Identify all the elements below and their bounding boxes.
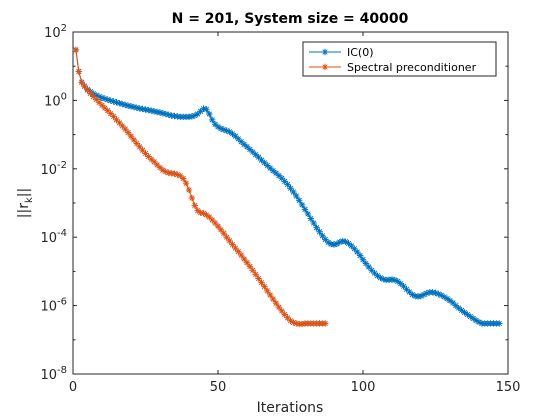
y-tick-label: 10-8 — [40, 365, 67, 383]
data-point — [76, 68, 82, 74]
data-point — [296, 197, 302, 203]
data-point — [261, 283, 267, 289]
data-point — [186, 187, 192, 193]
y-tick-label: 102 — [44, 23, 67, 41]
data-point — [253, 271, 259, 277]
legend-marker-spectral-preconditioner — [322, 64, 328, 70]
data-point — [284, 181, 290, 187]
data-point — [255, 275, 261, 281]
legend: IC(0) Spectral preconditioner — [303, 42, 496, 76]
legend-label-ic-0: IC(0) — [347, 46, 374, 59]
data-point — [276, 304, 282, 310]
legend-label-spectral-preconditioner: Spectral preconditioner — [347, 61, 477, 74]
data-point — [128, 133, 134, 139]
data-point — [311, 220, 317, 226]
data-point — [81, 83, 87, 89]
y-tick-label: 100 — [44, 91, 67, 109]
data-point — [73, 47, 79, 53]
data-point — [354, 249, 360, 255]
data-point — [192, 202, 198, 208]
data-point — [221, 230, 227, 236]
y-axis-title: ||rk|| — [16, 188, 35, 218]
x-axis-title: Iterations — [257, 400, 324, 416]
data-point — [308, 215, 314, 221]
data-point — [209, 117, 215, 123]
data-point — [270, 296, 276, 302]
data-point — [313, 224, 319, 230]
data-point — [247, 263, 253, 269]
data-point — [224, 234, 230, 240]
data-point — [267, 292, 273, 298]
x-tick-label: 150 — [496, 380, 521, 395]
data-point — [241, 256, 247, 262]
data-point — [238, 252, 244, 258]
data-point — [360, 256, 366, 262]
x-tick-label: 100 — [351, 380, 376, 395]
data-point — [273, 300, 279, 306]
data-point — [496, 320, 502, 326]
data-point — [79, 79, 85, 85]
data-point — [244, 259, 250, 265]
x-tick-label: 0 — [69, 380, 77, 395]
data-point — [250, 267, 256, 273]
data-point — [125, 129, 131, 135]
data-point — [180, 175, 186, 181]
x-tick-label: 50 — [210, 380, 227, 395]
data-point — [183, 180, 189, 186]
chart-title: N = 201, System size = 40000 — [172, 11, 409, 27]
data-point — [206, 111, 212, 117]
data-point — [264, 288, 270, 294]
data-point — [258, 279, 264, 285]
data-point — [293, 193, 299, 199]
legend-marker-ic-0 — [322, 49, 328, 55]
y-tick-label: 10-4 — [40, 228, 67, 246]
data-point — [189, 195, 195, 201]
data-point — [357, 252, 363, 258]
data-point — [290, 189, 296, 195]
y-tick-label: 10-2 — [40, 160, 67, 178]
data-point — [299, 202, 305, 208]
y-tick-label: 10-6 — [40, 297, 67, 315]
data-point — [322, 320, 328, 326]
data-point — [287, 185, 293, 191]
data-point — [203, 106, 209, 112]
data-point — [305, 211, 311, 217]
data-point — [226, 238, 232, 244]
data-point — [302, 206, 308, 212]
data-point — [316, 228, 322, 234]
data-point — [319, 233, 325, 239]
